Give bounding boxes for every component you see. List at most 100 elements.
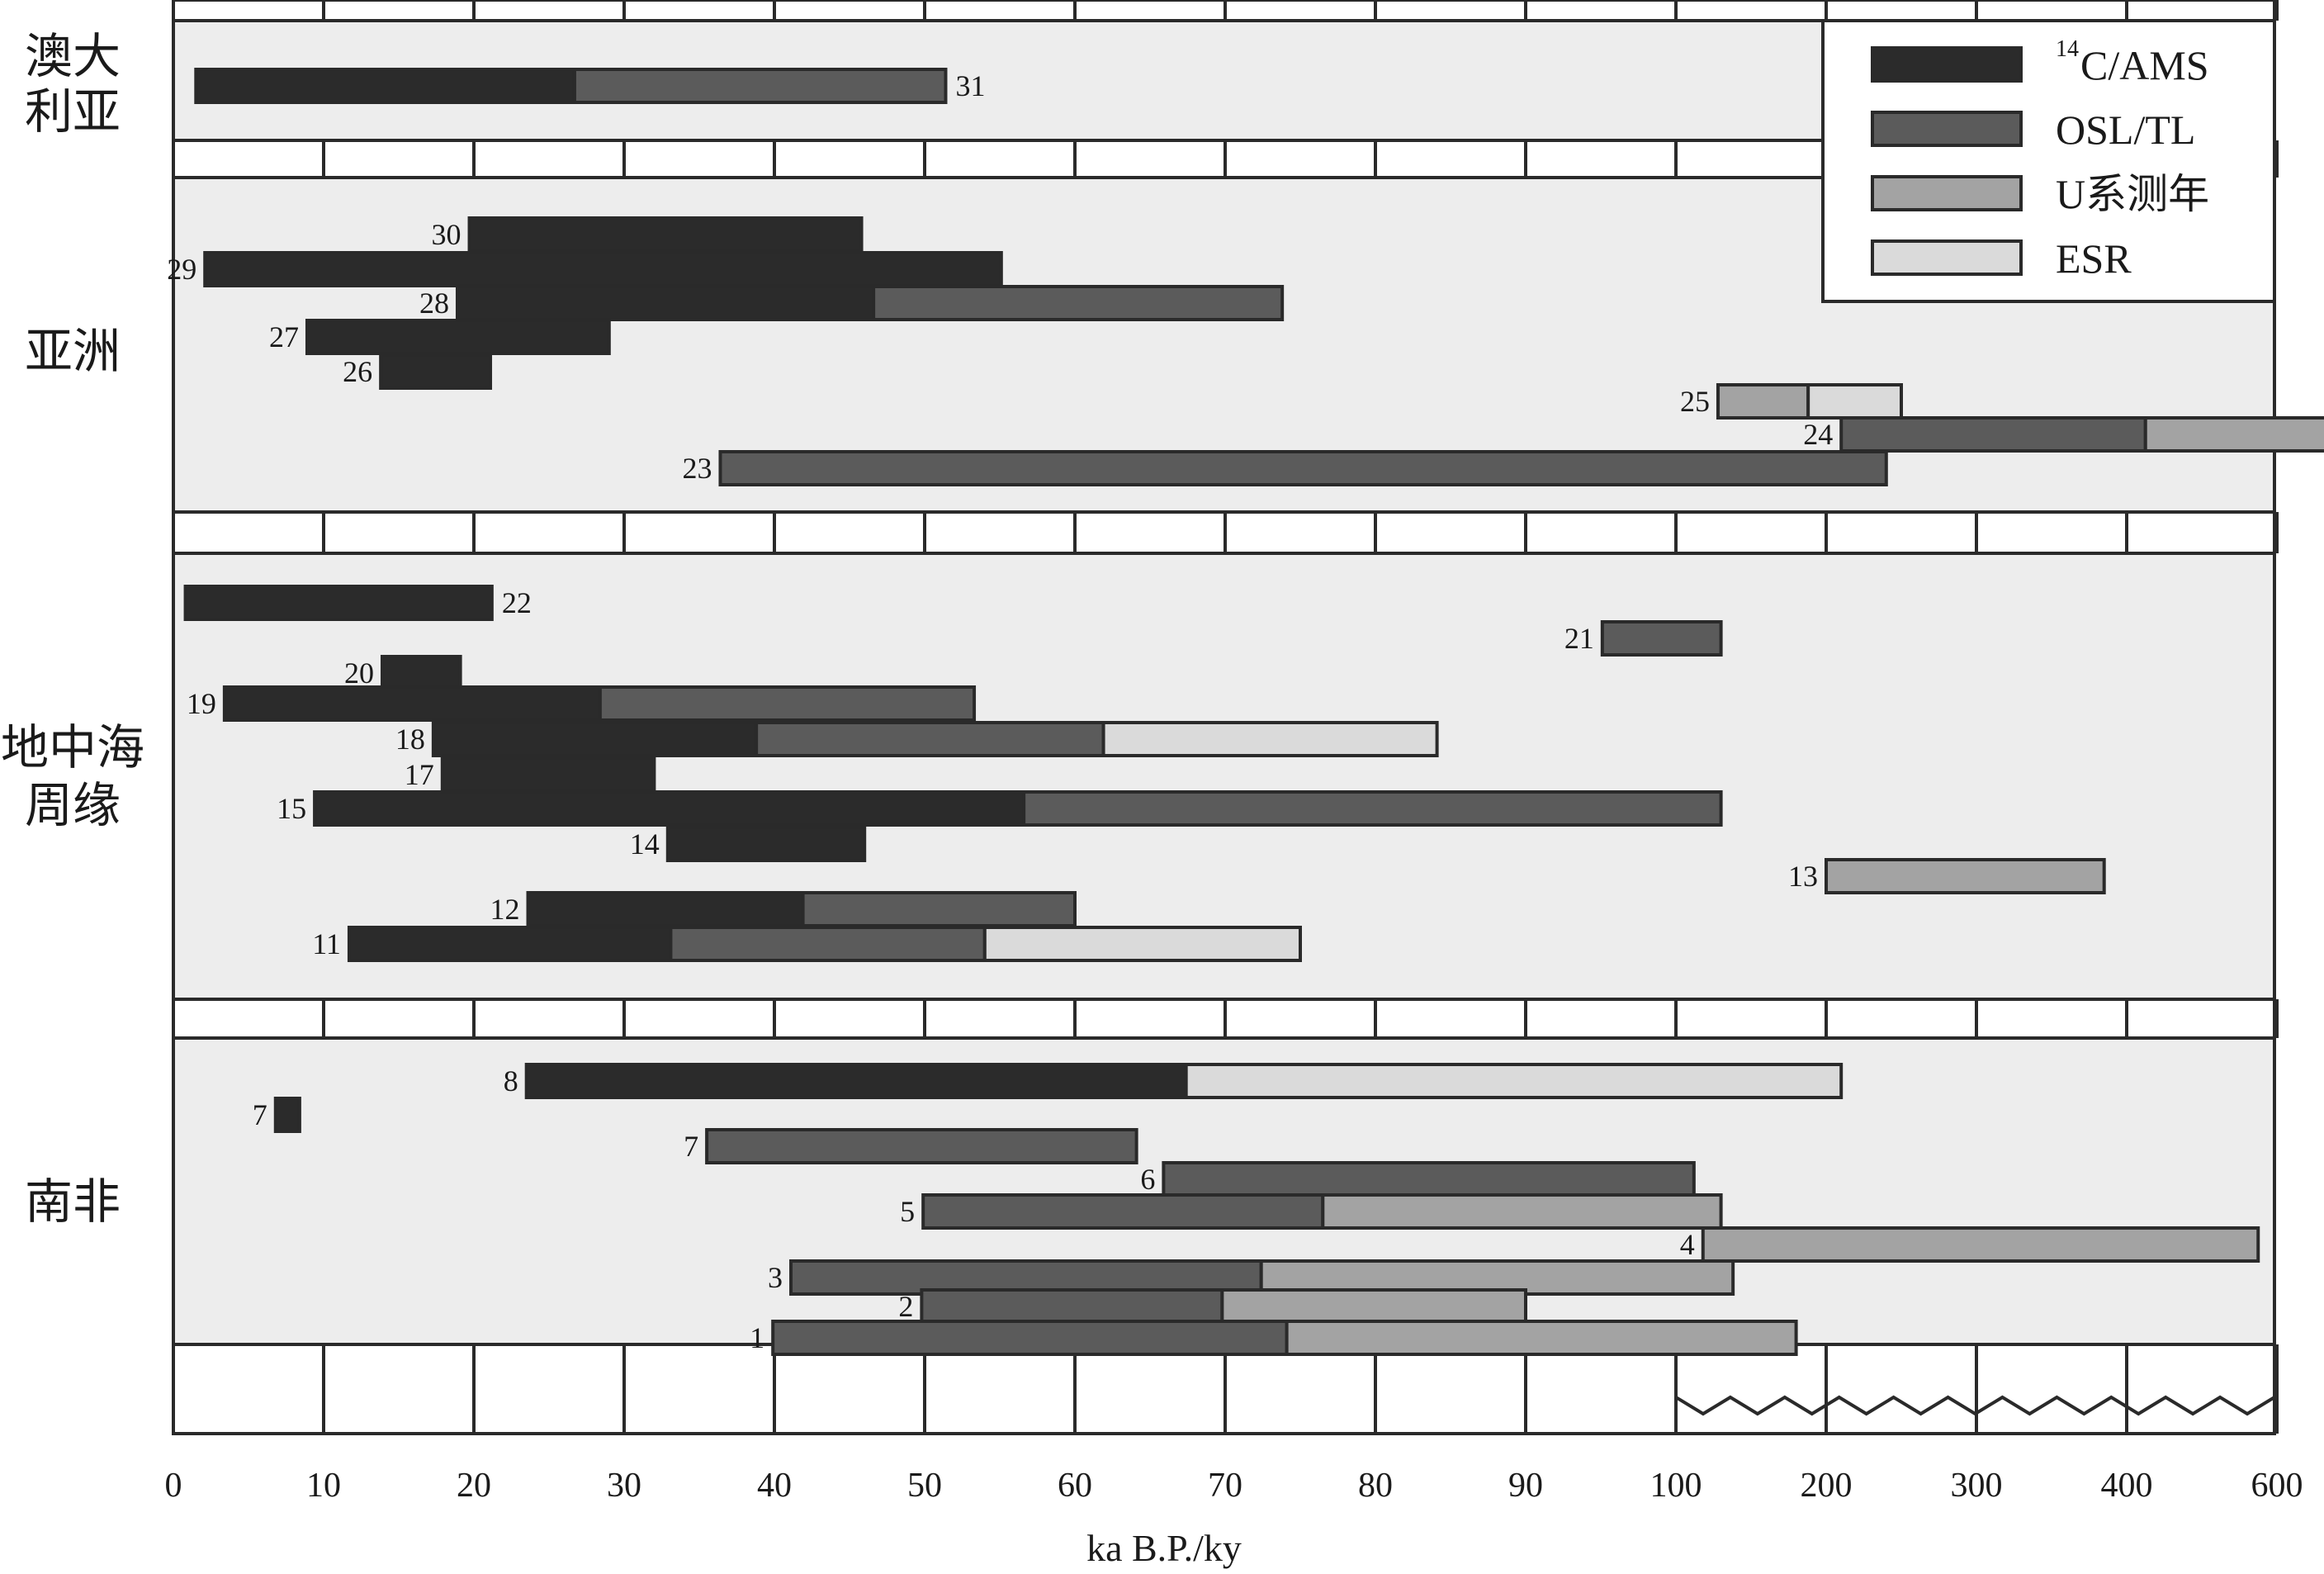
legend-swatch: [1871, 239, 2023, 276]
bar-25: 25: [1680, 383, 1903, 420]
bar-segment-OSL/TL: [718, 450, 1888, 486]
bar-26: 26: [343, 353, 493, 390]
bar-18: 18: [395, 721, 1439, 757]
x-tick-label: 200: [1801, 1467, 1853, 1505]
bar-segment-C/AMS: [305, 319, 611, 355]
bar-23: 23: [682, 450, 1888, 486]
bar-segment-OSL/TL: [920, 1288, 1224, 1325]
bar-segment-ESR: [1184, 1063, 1844, 1099]
bar-label: 15: [277, 792, 306, 825]
x-tick-label: 90: [1508, 1467, 1543, 1505]
x-tick-label: 100: [1650, 1467, 1702, 1505]
legend-label: C/AMS: [2080, 42, 2209, 88]
axis-break-zigzag: [1674, 1395, 2276, 1416]
bar-label: 22: [502, 586, 532, 619]
bar-segment-C/AMS: [524, 1063, 1188, 1099]
bar-label: 28: [419, 287, 449, 320]
bar-8: 8: [504, 1063, 1844, 1099]
bar-label: 21: [1564, 622, 1594, 655]
x-axis-title: ka B.P./ky: [1086, 1527, 1242, 1569]
bar-5: 5: [900, 1193, 1723, 1230]
legend-swatch: [1871, 111, 2023, 147]
bar-segment-C/AMS: [379, 353, 493, 390]
legend: 14 C/AMS OSL/TL U系测年 ESR: [1821, 19, 2276, 303]
bar-label: 3: [768, 1261, 783, 1294]
bar-21: 21: [1564, 620, 1723, 657]
bar-segment-OSL/TL: [1839, 416, 2147, 453]
bar-label: 1: [750, 1321, 764, 1354]
bar-segment-C/AMS: [194, 68, 576, 104]
bar-30: 30: [432, 216, 864, 253]
region-label: 南非: [25, 1173, 121, 1230]
legend-label: OSL/TL: [2056, 107, 2195, 153]
bar-label: 14: [630, 827, 660, 860]
bar-12: 12: [490, 891, 1077, 927]
bar-label: 27: [269, 320, 299, 353]
bar-segment-U系测年: [2143, 416, 2324, 453]
bar-segment-ESR: [1101, 721, 1439, 757]
x-tick-label: 40: [757, 1467, 792, 1505]
bar-label: 25: [1680, 385, 1710, 418]
bar-label: 17: [405, 758, 434, 791]
x-tick-label: 600: [2251, 1467, 2303, 1505]
bar-label: 7: [253, 1098, 267, 1131]
bar-segment-OSL/TL: [1022, 790, 1723, 827]
bar-label: 13: [1788, 860, 1818, 893]
x-tick-label: 10: [306, 1467, 341, 1505]
bar-28: 28: [419, 285, 1285, 321]
bar-label: 29: [167, 253, 196, 286]
x-tick-label: 400: [2101, 1467, 2153, 1505]
bar-15: 15: [277, 790, 1723, 827]
x-tick-label: 80: [1358, 1467, 1393, 1505]
bar-label: 30: [432, 218, 461, 251]
bar-segment-OSL/TL: [669, 926, 987, 962]
bar-segment-C/AMS: [347, 926, 673, 962]
bar-segment-OSL/TL: [921, 1193, 1325, 1230]
region-label: 利亚: [25, 83, 121, 140]
bar-label: 19: [187, 687, 216, 720]
bar-label: 2: [898, 1290, 913, 1323]
bar-label: 11: [312, 927, 341, 960]
bar-24: 24: [1803, 416, 2324, 453]
bar-13: 13: [1788, 858, 2106, 894]
bar-segment-U系测年: [1701, 1226, 2260, 1263]
bar-17: 17: [405, 756, 656, 793]
region-label: 澳大: [25, 28, 121, 84]
x-tick-label: 30: [607, 1467, 641, 1505]
legend-superscript: 14: [2056, 36, 2079, 62]
bar-segment-C/AMS: [431, 721, 759, 757]
bar-label: 5: [900, 1195, 915, 1228]
bar-segment-OSL/TL: [572, 68, 948, 104]
bar-label: 24: [1803, 418, 1833, 451]
date-range-bars: 3130292827262524232221201918171514131211…: [167, 68, 2324, 1356]
bar-segment-ESR: [982, 926, 1303, 962]
bar-segment-C/AMS: [665, 826, 867, 862]
bar-segment-C/AMS: [440, 756, 656, 793]
bar-segment-C/AMS: [467, 216, 864, 253]
bar-segment-OSL/TL: [598, 685, 977, 722]
region-label: 亚洲: [25, 323, 121, 379]
bar-4: 4: [1680, 1226, 2260, 1263]
bar-27: 27: [269, 319, 611, 355]
bar-segment-C/AMS: [380, 655, 462, 691]
x-axis-ticks: [172, 0, 2279, 1434]
bar-segment-OSL/TL: [872, 285, 1285, 321]
bar-2: 2: [898, 1288, 1527, 1325]
bar-7: 7: [684, 1128, 1138, 1164]
bar-14: 14: [630, 826, 867, 862]
bar-segment-OSL/TL: [1162, 1161, 1696, 1197]
bar-label: 26: [343, 355, 372, 388]
bar-6: 6: [1140, 1161, 1696, 1197]
bar-segment-C/AMS: [203, 251, 1003, 287]
bar-segment-OSL/TL: [755, 721, 1105, 757]
bar-label: 7: [684, 1130, 698, 1163]
bar-label: 4: [1680, 1228, 1695, 1261]
legend-label: ESR: [2056, 235, 2132, 282]
x-tick-label: 50: [907, 1467, 942, 1505]
bar-segment-ESR: [1806, 383, 1903, 420]
bar-22: 22: [183, 585, 532, 621]
bar-31: 31: [194, 68, 985, 104]
legend-swatch: [1871, 46, 2023, 83]
legend-swatch: [1871, 175, 2023, 211]
